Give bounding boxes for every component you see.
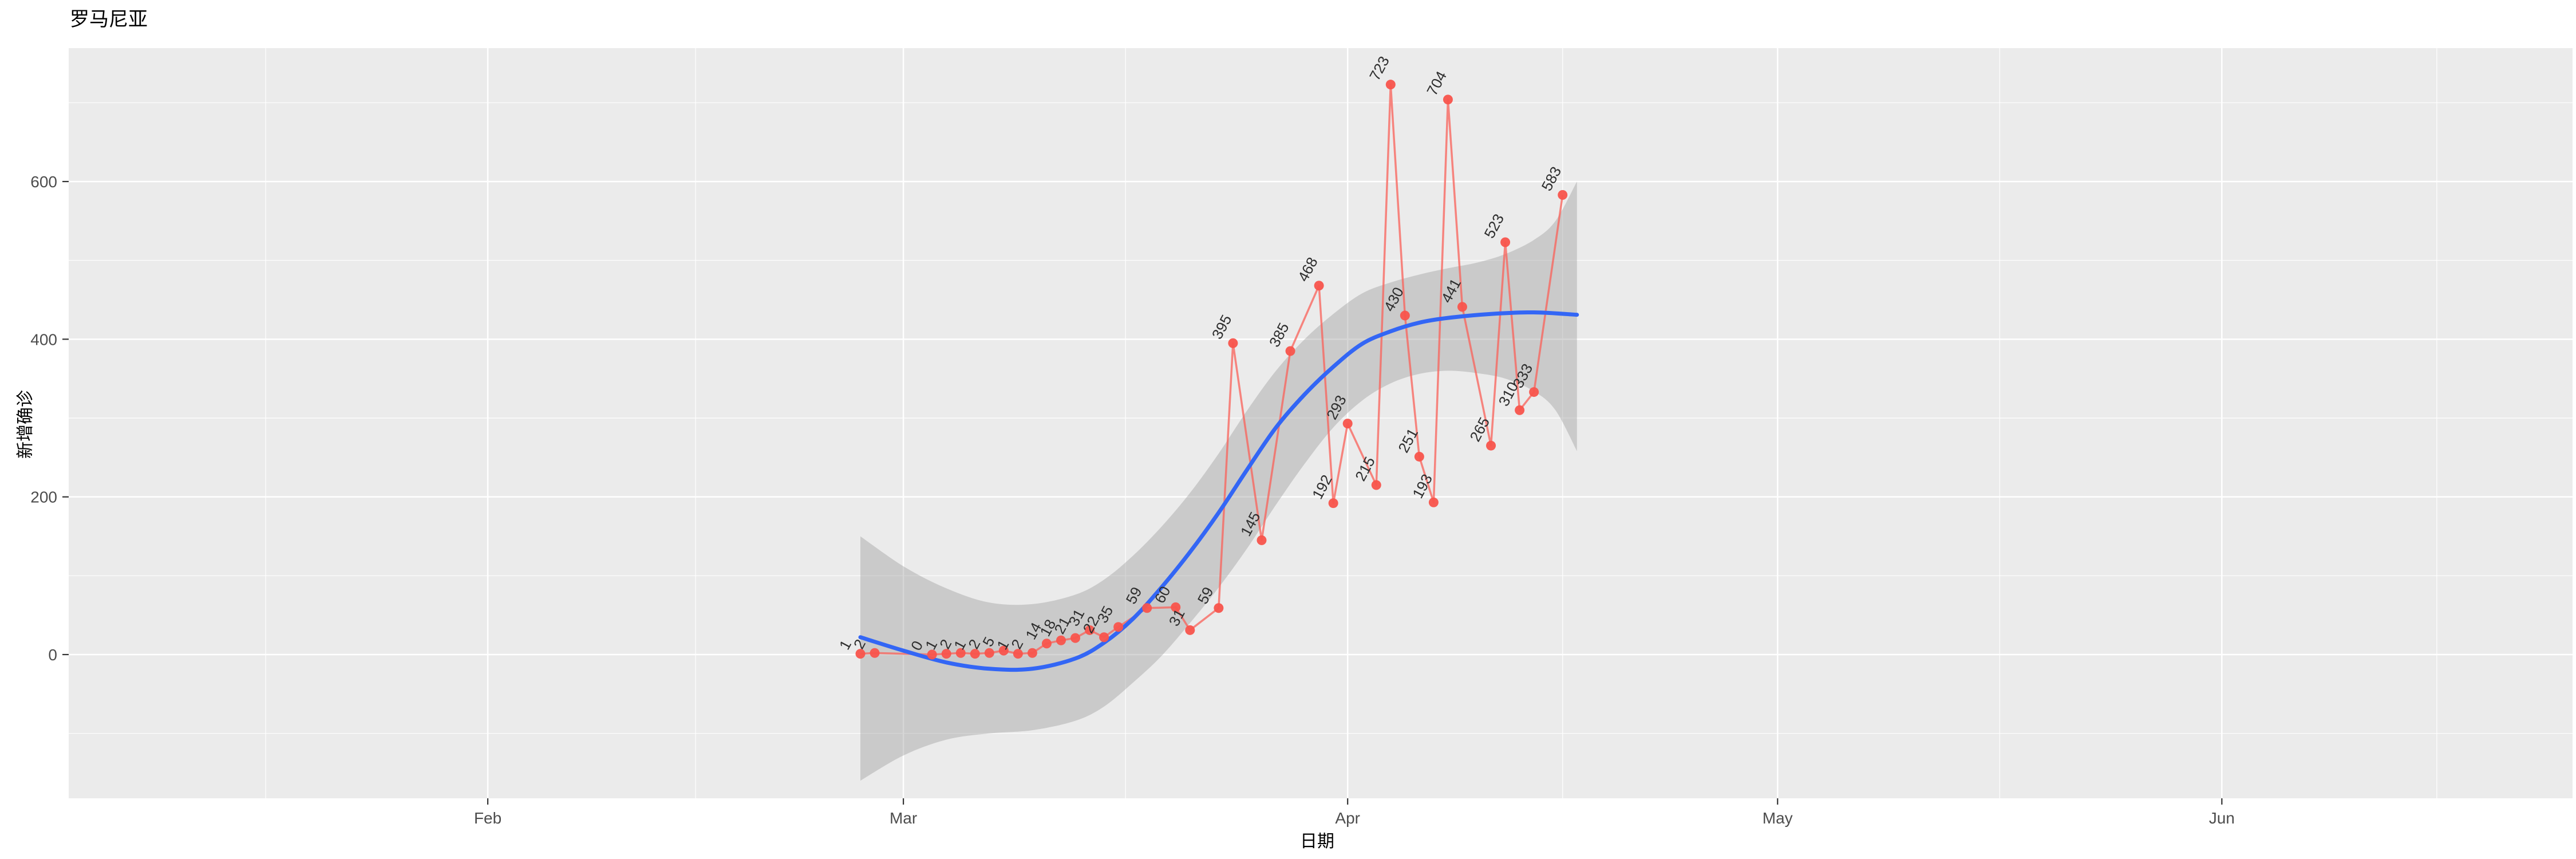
plot-panel [69,48,2573,798]
data-point [1056,635,1066,645]
data-point [1013,649,1023,659]
data-point [1228,338,1238,348]
data-point [1070,633,1081,643]
data-point [970,649,980,659]
data-point [1085,625,1095,635]
data-point [1385,80,1396,90]
data-point [1142,603,1152,613]
y-tick-label: 600 [30,173,57,191]
chart-title: 罗马尼亚 [70,9,148,30]
x-tick-label: Apr [1335,809,1360,827]
data-point [955,648,966,658]
data-point [1099,632,1109,643]
data-point [1486,440,1496,451]
y-tick-label: 400 [30,330,57,348]
data-point [1371,480,1381,490]
data-point [1185,625,1195,635]
data-point [998,645,1009,656]
data-point [927,649,937,660]
smooth-line [858,310,1579,672]
data-point [1457,302,1467,312]
y-axis-title: 新增确诊 [16,390,35,459]
data-point [1113,622,1124,632]
data-point [1328,498,1338,509]
data-point [855,649,866,659]
x-axis-title: 日期 [1300,832,1334,851]
y-tick-label: 200 [30,488,57,506]
data-point [1428,497,1439,507]
confidence-ribbon [860,181,1577,781]
x-tick-label: Feb [474,809,501,827]
data-point [1500,237,1511,247]
data-point [1314,281,1324,291]
x-tick-label: Mar [890,809,917,827]
data-point [1171,602,1181,612]
data-point [1414,451,1424,462]
data-point [1529,387,1539,397]
data-point [941,649,951,659]
data-point [1027,648,1037,658]
data-point [1342,419,1353,429]
data-point [1257,535,1267,545]
y-tick-label: 0 [48,646,57,664]
data-point [1558,190,1568,200]
data-point [870,648,880,658]
data-point [1443,94,1453,105]
x-tick-label: May [1763,809,1793,827]
data-point [1214,603,1224,613]
data-point [1285,346,1295,356]
data-point [1400,310,1410,321]
data-point [1041,639,1052,649]
x-tick-label: Jun [2209,809,2235,827]
data-point [984,648,994,658]
data-point [1515,405,1525,415]
